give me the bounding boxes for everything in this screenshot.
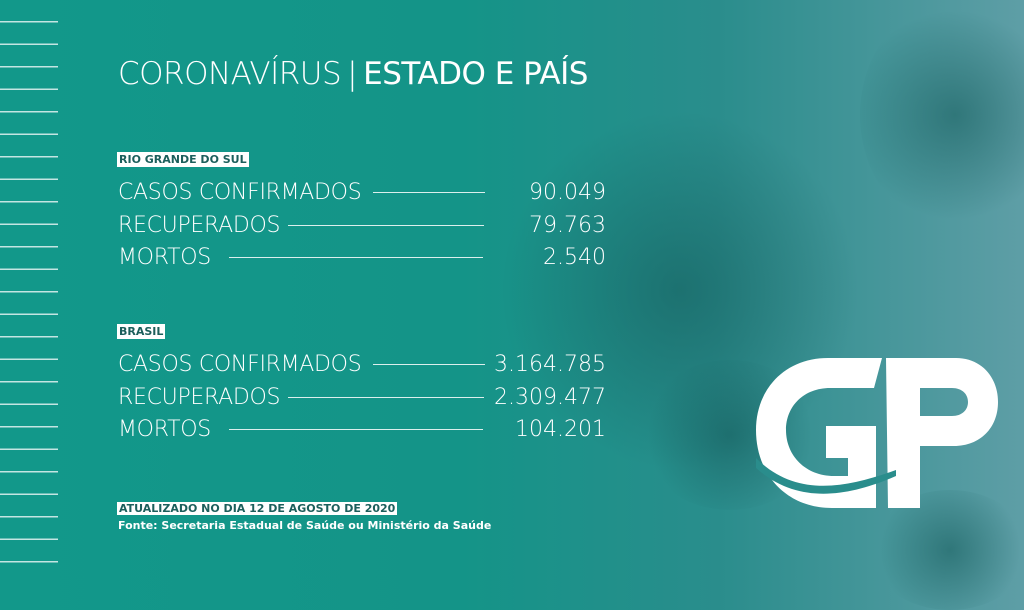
stat-row: RECUPERADOS 2.309.477 xyxy=(118,382,606,412)
divider xyxy=(288,224,485,226)
stat-row: CASOS CONFIRMADOS 3.164.785 xyxy=(118,349,606,379)
section-label-brasil: BRASIL xyxy=(117,324,166,339)
divider xyxy=(228,428,483,430)
stat-value: 2.309.477 xyxy=(494,384,606,410)
stat-name: RECUPERADOS xyxy=(118,212,281,238)
virus-illustration xyxy=(860,0,1024,230)
stat-name: MORTOS xyxy=(118,244,211,270)
gp-logo xyxy=(756,358,998,508)
updated-date: ATUALIZADO NO DIA 12 DE AGOSTO DE 2020 xyxy=(117,502,398,515)
decorative-stripes xyxy=(0,0,58,577)
stat-name: MORTOS xyxy=(118,416,211,442)
section-label-rs: RIO GRANDE DO SUL xyxy=(117,152,249,167)
stat-value: 104.201 xyxy=(515,416,606,442)
stat-name: CASOS CONFIRMADOS xyxy=(118,179,362,205)
stat-value: 79.763 xyxy=(529,212,606,238)
stat-row: CASOS CONFIRMADOS 90.049 xyxy=(118,177,606,207)
stat-value: 2.540 xyxy=(543,244,606,270)
title-part1: CORONAVÍRUS xyxy=(118,56,342,92)
stat-value: 90.049 xyxy=(529,179,606,205)
divider xyxy=(228,256,483,258)
divider xyxy=(288,396,485,398)
source-text: Fonte: Secretaria Estadual de Saúde ou M… xyxy=(118,519,492,532)
divider xyxy=(373,363,486,365)
stat-name: RECUPERADOS xyxy=(118,384,281,410)
stat-row: MORTOS 104.201 xyxy=(118,414,606,444)
stat-value: 3.164.785 xyxy=(494,351,606,377)
stat-row: MORTOS 2.540 xyxy=(118,242,606,272)
divider xyxy=(373,191,486,193)
stat-name: CASOS CONFIRMADOS xyxy=(118,351,362,377)
page-title: CORONAVÍRUS | ESTADO E PAÍS xyxy=(118,56,588,92)
stat-row: RECUPERADOS 79.763 xyxy=(118,210,606,240)
title-separator: | xyxy=(347,56,358,92)
title-part2: ESTADO E PAÍS xyxy=(363,56,588,92)
